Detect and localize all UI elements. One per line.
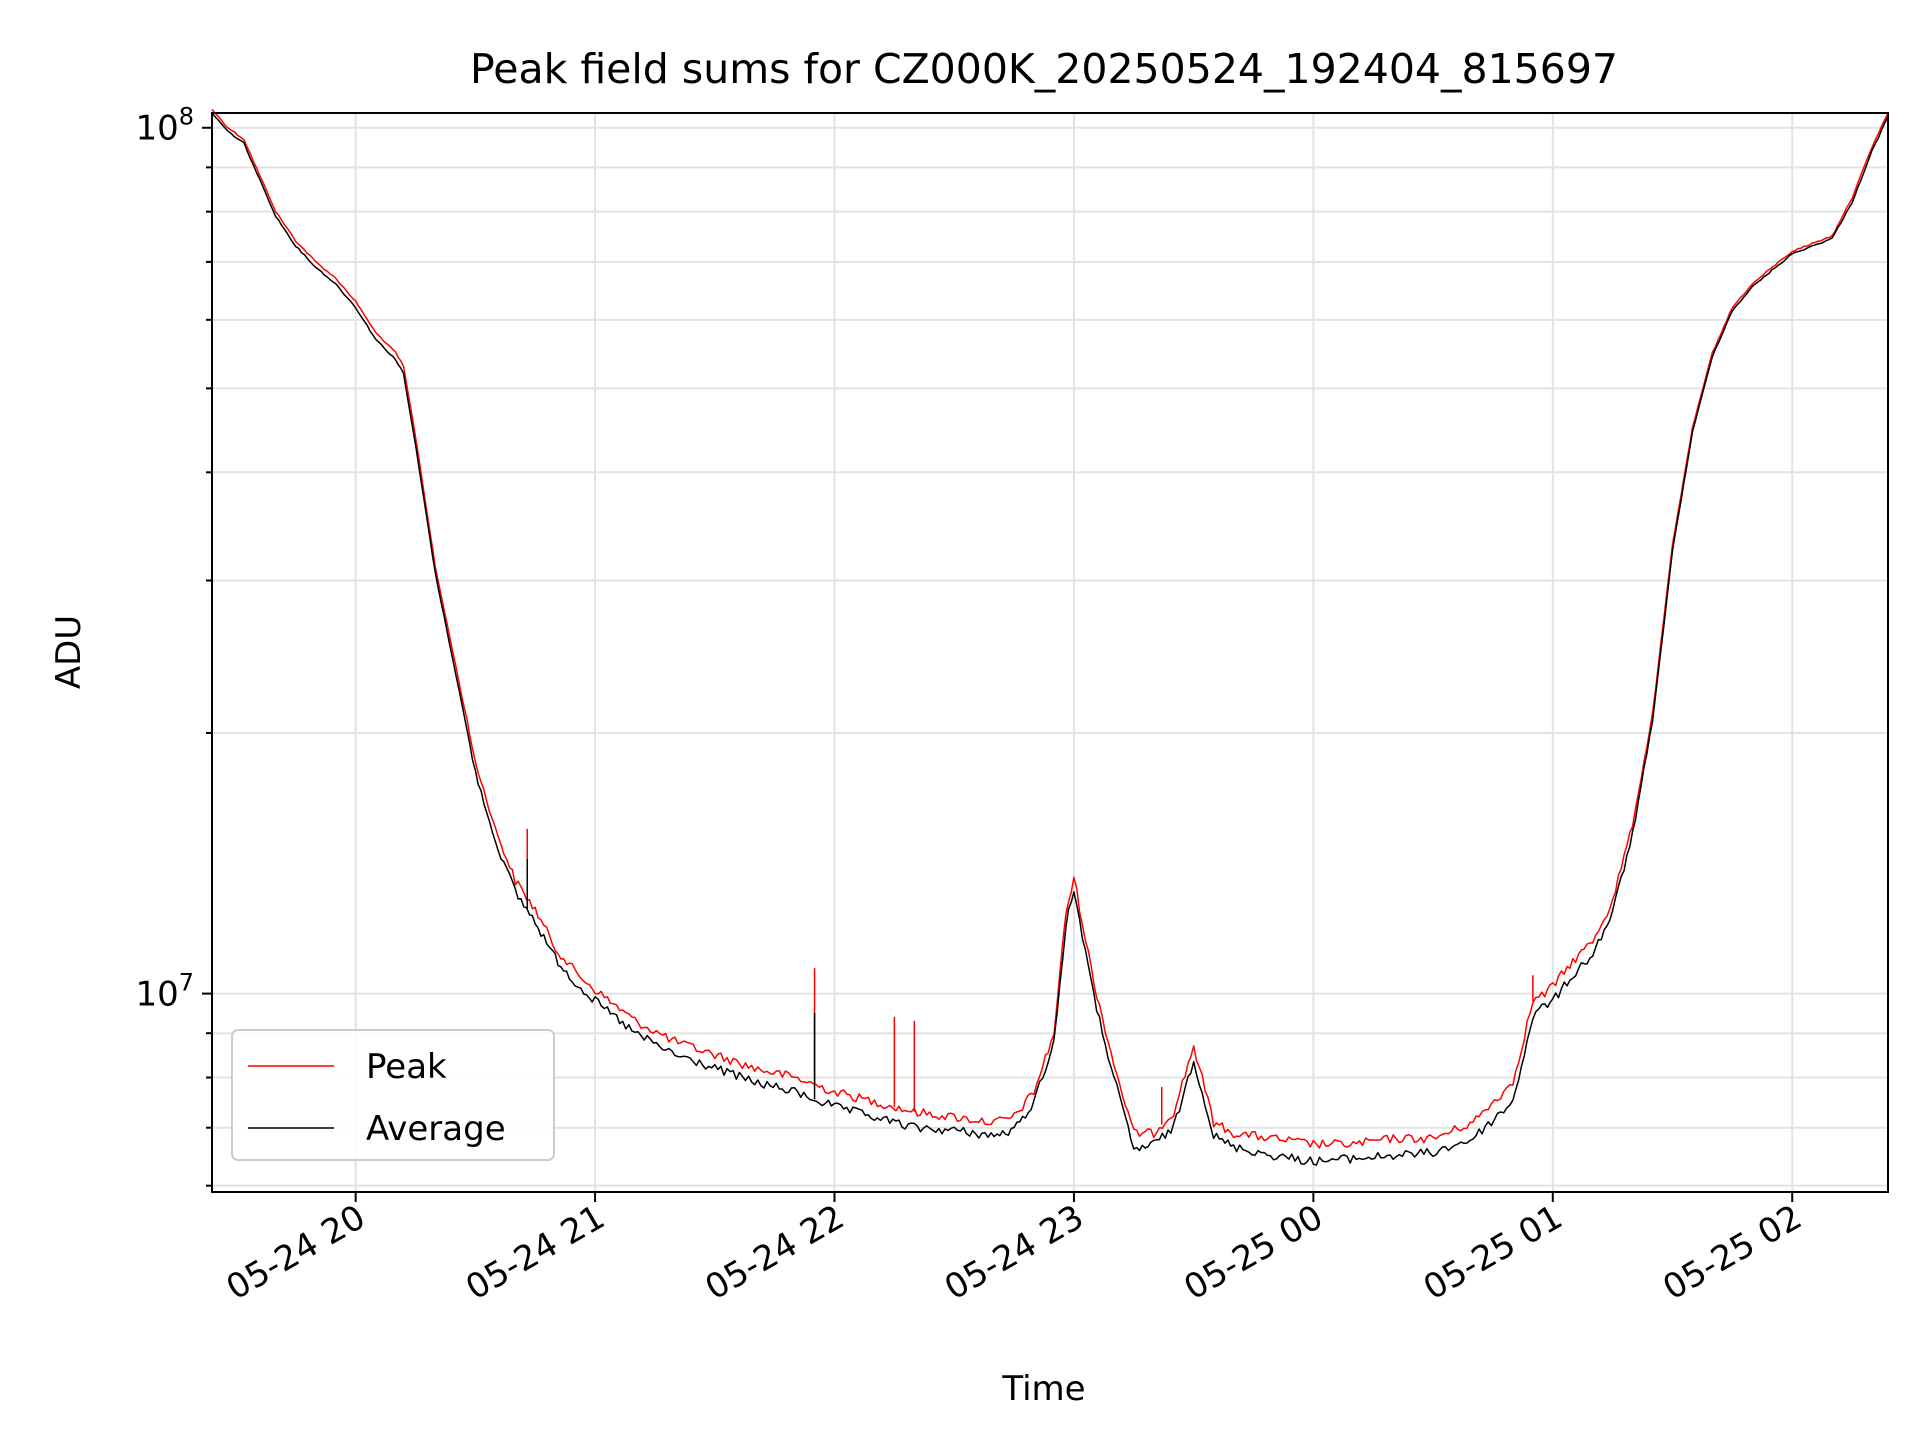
y-tick-label: 107 bbox=[135, 969, 194, 1015]
grid-layer bbox=[212, 113, 1888, 1192]
legend: Peak Average bbox=[231, 1029, 555, 1161]
series-layer bbox=[211, 108, 1889, 1166]
legend-average-label: Average bbox=[366, 1109, 506, 1149]
legend-peak-label: Peak bbox=[366, 1047, 447, 1087]
y-axis-label: ADU bbox=[49, 615, 89, 689]
y-tick-label: 108 bbox=[135, 103, 194, 149]
plot-frame bbox=[211, 112, 1889, 1193]
series-line-average bbox=[211, 112, 1889, 1166]
chart-title: Peak field sums for CZ000K_20250524_1924… bbox=[470, 45, 1618, 93]
x-axis-label: Time bbox=[1001, 1369, 1085, 1409]
series-line-peak bbox=[211, 108, 1889, 1149]
